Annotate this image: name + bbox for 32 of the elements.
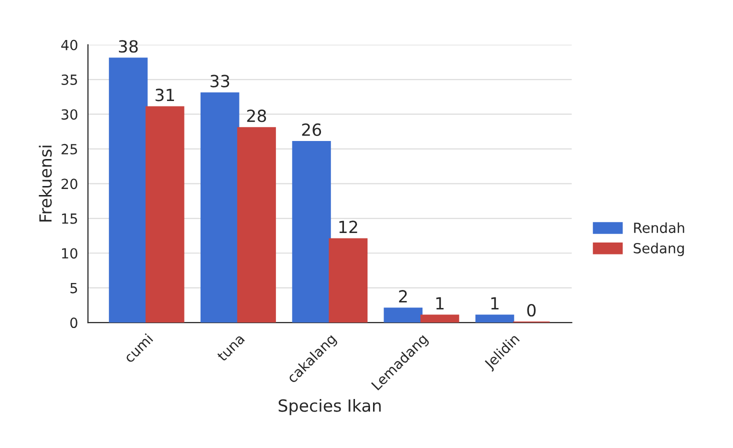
bar [237, 127, 276, 323]
x-axis-title: Species Ikan [278, 398, 381, 416]
bar [328, 238, 368, 323]
data-label: 0 [527, 304, 536, 317]
data-label: 26 [302, 123, 322, 136]
y-tick-label: 15 [62, 214, 78, 224]
data-label: 38 [118, 40, 138, 53]
y-tick-label: 40 [61, 40, 78, 50]
data-label: 31 [156, 88, 174, 102]
data-label: 28 [247, 110, 266, 122]
y-tick-label: 25 [62, 144, 78, 154]
data-label: 1 [436, 297, 444, 310]
legend-label: Rendah [634, 222, 684, 234]
legend-label: Sedang [634, 242, 684, 256]
bar [200, 92, 240, 323]
bar [475, 314, 514, 323]
data-label: 33 [210, 74, 230, 88]
y-axis-title: Frekuensi [38, 146, 52, 222]
bar [420, 314, 460, 323]
data-label: 12 [339, 220, 358, 233]
y-tick-label: 20 [62, 178, 78, 190]
bar [108, 58, 148, 323]
data-label: 2 [399, 290, 407, 302]
data-label: 1 [491, 297, 499, 310]
bar [384, 308, 423, 323]
y-tick-label: 10 [62, 248, 78, 259]
bar [292, 140, 331, 323]
bar [146, 106, 184, 323]
y-tick-label: 35 [62, 74, 78, 85]
y-tick-label: 5 [70, 282, 78, 294]
y-tick-label: 30 [62, 109, 78, 120]
y-tick-label: 0 [70, 318, 78, 328]
